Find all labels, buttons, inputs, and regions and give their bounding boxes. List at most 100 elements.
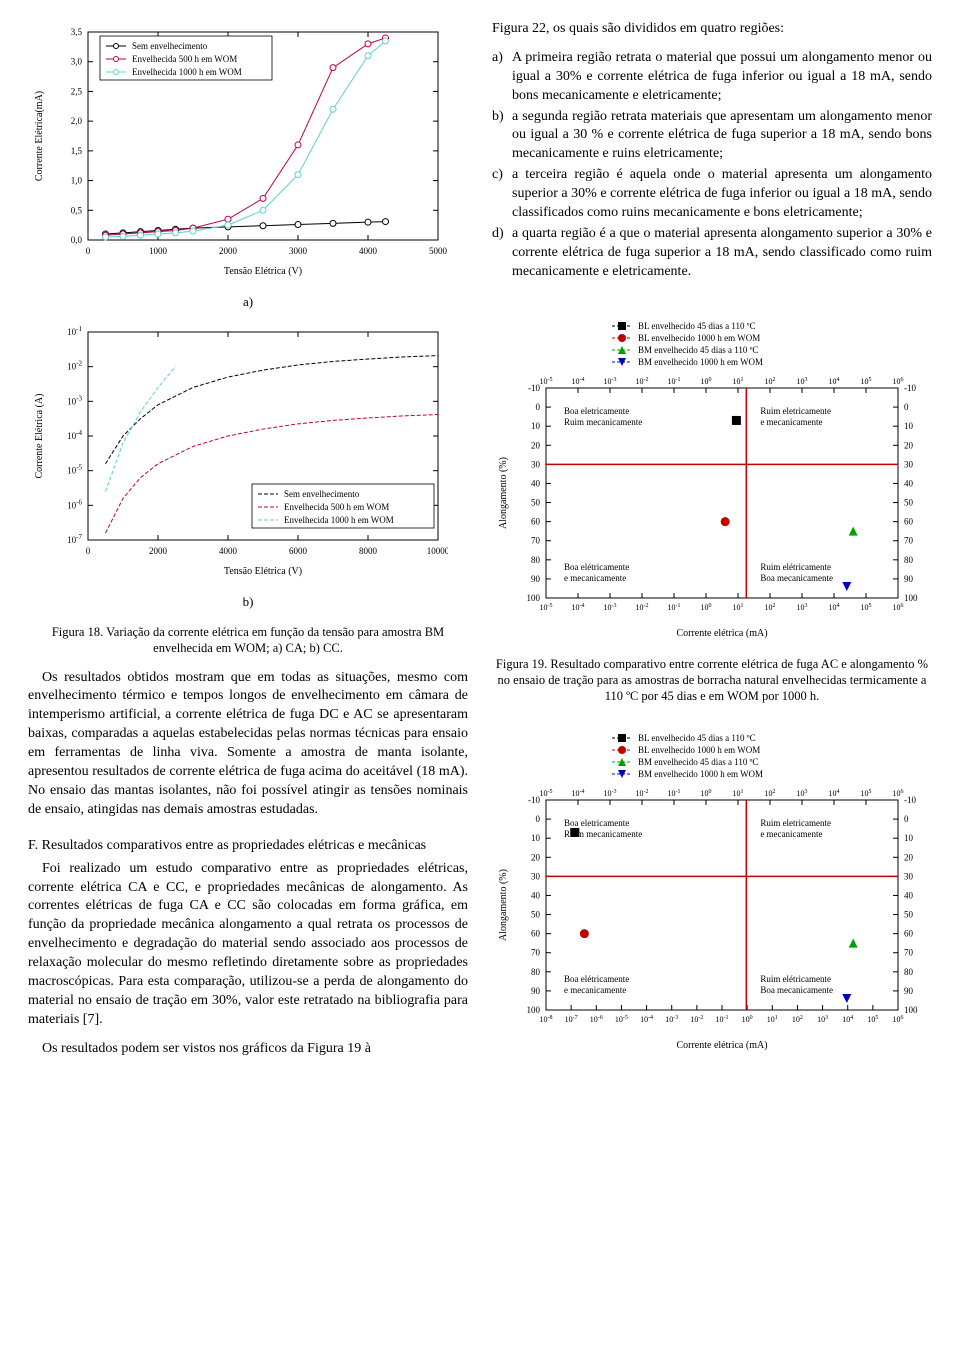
svg-text:106: 106 [893,377,904,386]
svg-text:10-3: 10-3 [604,603,617,612]
svg-text:Envelhecida 500 h em WOM: Envelhecida 500 h em WOM [132,54,237,64]
svg-text:0: 0 [536,402,541,412]
svg-text:3000: 3000 [289,246,308,256]
svg-text:Corrente Elétrica (A): Corrente Elétrica (A) [34,394,45,479]
chart-a: 0,00,51,01,52,02,53,03,50100020003000400… [28,20,468,280]
svg-text:BL envelhecido 45 dias a 110 º: BL envelhecido 45 dias a 110 ºC [638,733,756,743]
svg-text:Sem envelhecimento: Sem envelhecimento [132,41,208,51]
right-intro: Figura 22, os quais são divididos em qua… [492,20,932,39]
svg-text:0: 0 [904,402,909,412]
svg-text:40: 40 [904,478,914,488]
svg-text:10-5: 10-5 [540,377,553,386]
chart-b: 10-710-610-510-410-310-210-1020004000600… [28,320,468,580]
svg-text:4000: 4000 [219,546,238,556]
svg-text:10-6: 10-6 [590,1015,603,1024]
svg-text:80: 80 [904,554,914,564]
svg-text:e mecanicamente: e mecanicamente [564,985,626,995]
region-item: a)A primeira região retrata o material q… [492,49,932,106]
svg-text:70: 70 [531,948,541,958]
svg-text:10-5: 10-5 [540,603,553,612]
svg-text:6000: 6000 [289,546,308,556]
svg-text:Boa mecanicamente: Boa mecanicamente [760,985,833,995]
svg-text:20: 20 [531,440,541,450]
chart-b-svg: 10-710-610-510-410-310-210-1020004000600… [28,320,448,580]
svg-text:100: 100 [701,377,712,386]
svg-text:10-4: 10-4 [572,377,585,386]
svg-text:Tensão Elétrica (V): Tensão Elétrica (V) [224,566,302,577]
svg-text:e mecanicamente: e mecanicamente [760,417,822,427]
svg-text:BM envelhecido 1000 h em WOM: BM envelhecido 1000 h em WOM [638,357,763,367]
svg-text:Corrente elétrica (mA): Corrente elétrica (mA) [676,1040,767,1051]
svg-text:10-3: 10-3 [604,789,617,798]
svg-text:50: 50 [531,910,541,920]
svg-text:4000: 4000 [359,246,378,256]
svg-text:30: 30 [904,459,914,469]
svg-text:Alongamento (%): Alongamento (%) [498,457,509,529]
paragraph-3: Os resultados podem ser vistos nos gráfi… [28,1040,468,1059]
svg-text:10: 10 [531,421,541,431]
svg-text:-10: -10 [528,383,540,393]
svg-text:90: 90 [531,986,541,996]
svg-text:106: 106 [893,603,904,612]
svg-text:105: 105 [861,377,872,386]
svg-text:105: 105 [867,1015,878,1024]
svg-text:90: 90 [531,573,541,583]
svg-text:30: 30 [531,459,541,469]
svg-text:2,0: 2,0 [71,116,83,126]
svg-text:-10: -10 [528,795,540,805]
svg-text:104: 104 [829,789,840,798]
svg-text:Ruim elétricamente: Ruim elétricamente [760,974,831,984]
svg-text:10-6: 10-6 [67,498,82,510]
svg-text:102: 102 [765,377,776,386]
svg-text:105: 105 [861,789,872,798]
svg-text:10-5: 10-5 [67,464,82,476]
svg-text:104: 104 [829,377,840,386]
svg-text:-10: -10 [904,795,916,805]
svg-text:10-7: 10-7 [67,533,82,545]
svg-text:60: 60 [904,516,914,526]
svg-text:10-2: 10-2 [636,377,649,386]
svg-text:20: 20 [531,853,541,863]
svg-text:70: 70 [904,535,914,545]
svg-text:10-4: 10-4 [67,429,82,441]
svg-text:Boa elétricamente: Boa elétricamente [564,562,629,572]
region-item: d)a quarta região é a que o material apr… [492,225,932,282]
svg-text:102: 102 [792,1015,803,1024]
svg-text:10-2: 10-2 [636,789,649,798]
svg-text:40: 40 [531,891,541,901]
svg-text:BL envelhecido 45 dias a 110 º: BL envelhecido 45 dias a 110 ºC [638,321,756,331]
svg-text:Ruim eletricamente: Ruim eletricamente [760,406,831,416]
svg-text:Sem envelhecimento: Sem envelhecimento [284,489,360,499]
section-f-heading: F. Resultados comparativos entre as prop… [28,838,468,854]
svg-text:10: 10 [904,834,914,844]
chart-20-svg: BL envelhecido 45 dias a 110 ºCBL envelh… [492,724,932,1054]
svg-text:10-2: 10-2 [67,360,82,372]
svg-text:Envelhecida 1000 h em WOM: Envelhecida 1000 h em WOM [284,515,394,525]
svg-text:10-8: 10-8 [540,1015,553,1024]
svg-text:30: 30 [904,872,914,882]
svg-text:103: 103 [817,1015,828,1024]
svg-text:10: 10 [531,834,541,844]
svg-text:Corrente elétrica (mA): Corrente elétrica (mA) [676,628,767,639]
svg-text:100: 100 [701,603,712,612]
svg-text:10-2: 10-2 [636,603,649,612]
paragraph-2: Foi realizado um estudo comparativo entr… [28,860,468,1030]
svg-text:10-3: 10-3 [665,1015,678,1024]
svg-text:BM envelhecido 45 dias a 110 º: BM envelhecido 45 dias a 110 ºC [638,757,758,767]
svg-text:2,5: 2,5 [71,86,83,96]
svg-text:105: 105 [861,603,872,612]
svg-text:106: 106 [893,1015,904,1024]
svg-text:0,0: 0,0 [71,235,83,245]
svg-text:10-1: 10-1 [716,1015,729,1024]
svg-text:102: 102 [765,789,776,798]
chart-a-label: a) [28,294,468,310]
svg-text:BM envelhecido 45 dias a 110 º: BM envelhecido 45 dias a 110 ºC [638,345,758,355]
svg-text:Corrente Elétrica(mA): Corrente Elétrica(mA) [34,91,45,181]
svg-text:60: 60 [904,929,914,939]
svg-text:BM envelhecido 1000 h em WOM: BM envelhecido 1000 h em WOM [638,769,763,779]
chart-19: BL envelhecido 45 dias a 110 ºCBL envelh… [492,312,932,642]
svg-text:10-7: 10-7 [565,1015,578,1024]
svg-text:60: 60 [531,516,541,526]
svg-text:e mecanicamente: e mecanicamente [760,829,822,839]
svg-text:Boa eletricamente: Boa eletricamente [564,818,629,828]
